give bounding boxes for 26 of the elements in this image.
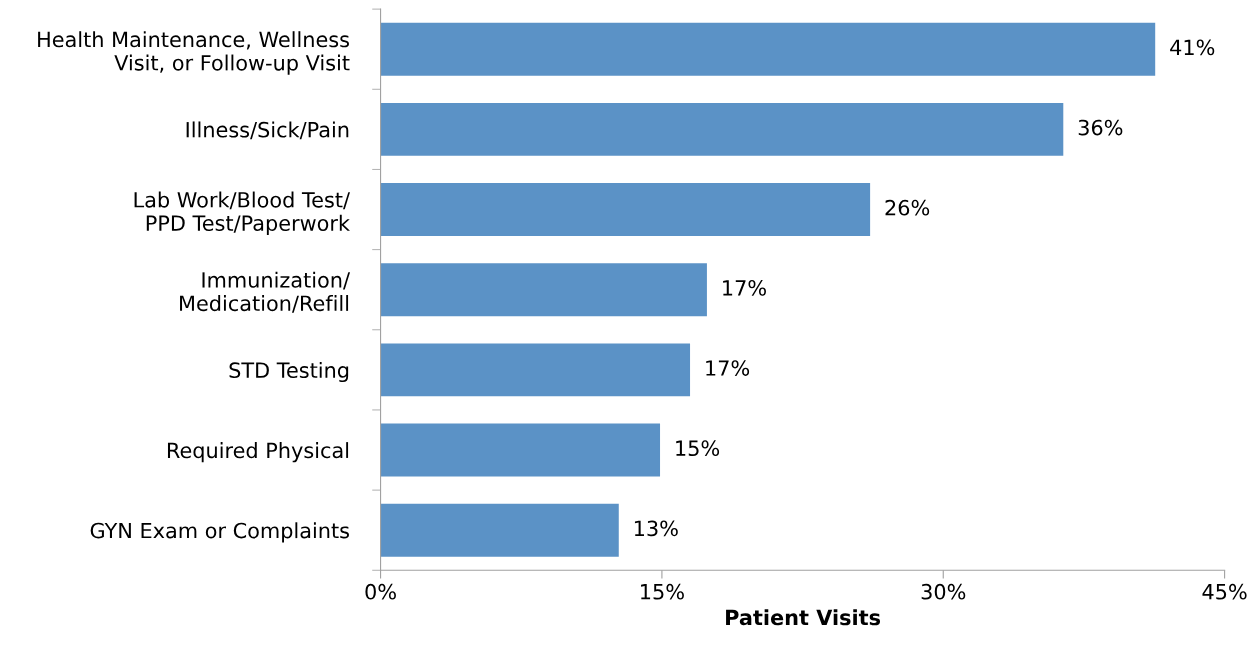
x-tick-label: 0% [365,583,396,600]
data-label: 36% [1078,119,1123,136]
bar [380,102,1064,156]
data-label: 41% [1170,39,1215,56]
data-label: 17% [706,360,750,376]
x-tick-label: 30% [921,583,966,600]
bar [380,263,707,317]
y-tick-label: Health Maintenance, Wellness Visit, or Follow-up Visit [38,31,350,75]
bar [380,503,619,557]
y-tick-label: STD Testing [229,361,349,383]
data-label: 17% [723,279,766,296]
y-tick-label: Lab Work/Blood Test/ PPD Test/Paperwork [134,191,351,236]
data-label: 26% [885,199,930,216]
data-label: 13% [634,520,678,537]
bar [380,22,1156,76]
y-tick-label: Illness/Sick/Pain [186,121,349,140]
y-tick-label: GYN Exam or Complaints [90,522,349,543]
x-axis-title: Patient Visits [726,609,881,626]
y-tick-label: Immunization/ Medication/Refill [180,271,351,313]
data-label: 15% [676,440,720,457]
bar [380,423,661,477]
bar [380,343,691,397]
bar [380,183,871,236]
x-tick-label: 15% [641,583,684,600]
y-tick-label: Required Physical [167,442,349,463]
x-tick-label: 45% [1202,583,1247,600]
